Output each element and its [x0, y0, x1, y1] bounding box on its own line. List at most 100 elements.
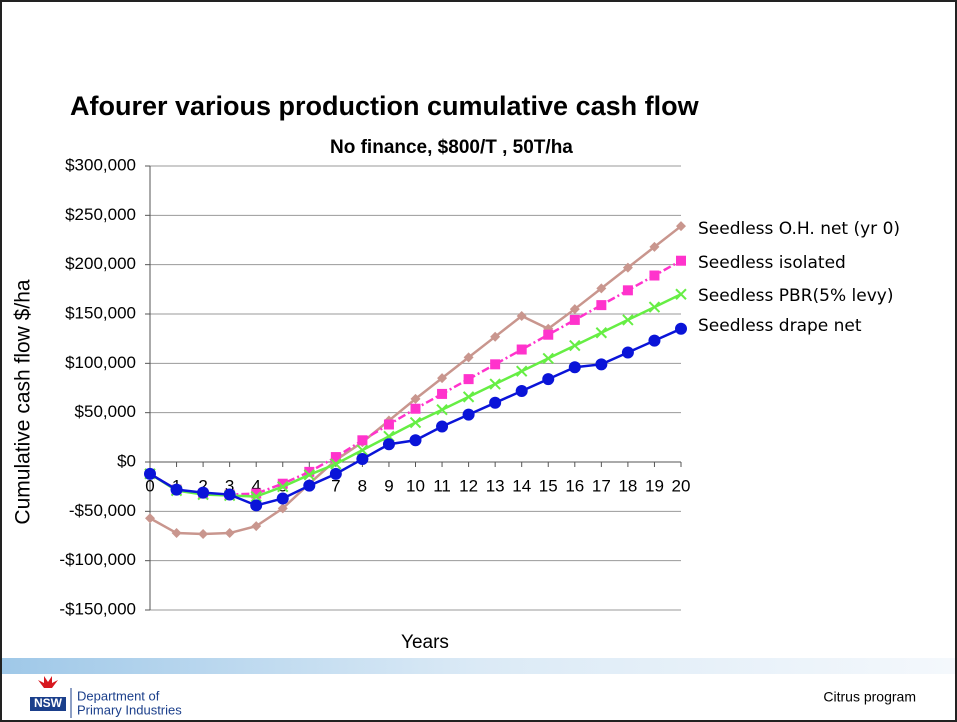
- x-tick-label: 10: [406, 476, 425, 495]
- marker: [304, 466, 315, 477]
- x-tick-label: 4: [251, 476, 260, 495]
- x-tick-label: 0: [145, 476, 154, 495]
- footer-band: [2, 658, 955, 674]
- x-tick-label: 17: [592, 476, 611, 495]
- y-tick-label: -$150,000: [59, 599, 136, 618]
- marker: [489, 396, 502, 409]
- marker: [276, 492, 289, 505]
- x-tick-label: 16: [565, 476, 584, 495]
- marker: [436, 403, 448, 416]
- x-axis-label: Years: [401, 632, 449, 653]
- marker: [144, 467, 156, 480]
- marker: [622, 285, 633, 296]
- x-tick-label: 9: [384, 476, 393, 495]
- marker: [145, 513, 155, 524]
- marker: [676, 221, 686, 232]
- x-tick-label: 2: [198, 476, 207, 495]
- logo-flower: [38, 676, 58, 688]
- legend-label: Seedless O.H. net (yr 0): [698, 219, 900, 239]
- logo-text: NSW: [34, 696, 63, 710]
- marker: [330, 458, 342, 470]
- x-tick-label: 8: [358, 476, 367, 495]
- x-tick-label: 12: [459, 476, 478, 495]
- marker: [409, 416, 422, 429]
- marker: [303, 469, 316, 481]
- logo-box: [30, 697, 66, 711]
- marker: [250, 490, 262, 503]
- marker: [223, 488, 236, 501]
- chart-subtitle: No finance, $800/T , 50T/ha: [330, 137, 573, 158]
- marker: [516, 344, 527, 355]
- y-tick-label: $250,000: [65, 205, 136, 224]
- legend-label: Seedless PBR(5% levy): [698, 286, 893, 306]
- y-tick-label: -$100,000: [59, 550, 136, 569]
- marker: [622, 262, 633, 273]
- y-tick-label: $200,000: [65, 254, 136, 273]
- marker: [648, 334, 661, 347]
- org-name: Department of: [77, 688, 160, 703]
- marker: [463, 352, 474, 363]
- marker: [170, 483, 183, 496]
- marker: [250, 499, 263, 512]
- y-tick-label: $50,000: [75, 402, 136, 421]
- marker: [648, 301, 661, 313]
- marker: [516, 310, 527, 321]
- marker: [622, 314, 634, 326]
- x-tick-label: 14: [512, 476, 531, 495]
- marker: [197, 486, 210, 499]
- marker: [595, 327, 608, 339]
- logo: NSW: [30, 676, 66, 711]
- series: [144, 288, 687, 503]
- x-tick-label: 20: [672, 476, 691, 495]
- marker: [356, 444, 369, 456]
- marker: [383, 419, 394, 430]
- marker: [409, 434, 422, 447]
- marker: [490, 331, 501, 342]
- marker: [277, 478, 288, 489]
- marker: [649, 270, 660, 281]
- marker: [649, 241, 660, 252]
- y-tick-label: $100,000: [65, 353, 136, 372]
- marker: [330, 452, 341, 463]
- marker: [568, 361, 581, 374]
- marker: [542, 352, 554, 365]
- legend-label: Seedless isolated: [698, 253, 846, 273]
- marker: [489, 378, 501, 390]
- x-tick-label: 15: [539, 476, 558, 495]
- marker: [621, 346, 634, 359]
- y-axis-label: Cumulative cash flow $/ha: [12, 279, 35, 524]
- marker: [515, 365, 528, 377]
- marker: [171, 528, 182, 539]
- marker: [543, 329, 554, 340]
- marker: [224, 528, 235, 539]
- marker: [596, 300, 607, 311]
- marker: [410, 403, 421, 414]
- marker: [569, 314, 580, 325]
- legend-label: Seedless drape net: [698, 316, 862, 336]
- x-tick-label: 13: [486, 476, 505, 495]
- x-tick-label: 3: [225, 476, 234, 495]
- marker: [437, 373, 448, 384]
- x-tick-label: 11: [433, 476, 451, 495]
- marker: [490, 359, 501, 370]
- marker: [382, 438, 395, 451]
- x-tick-label: 19: [645, 476, 664, 495]
- marker: [329, 467, 342, 480]
- marker: [357, 435, 368, 446]
- marker: [462, 408, 475, 421]
- marker: [198, 529, 209, 540]
- marker: [569, 339, 581, 352]
- org-name: Primary Industries: [77, 702, 182, 717]
- marker: [675, 322, 687, 335]
- marker: [410, 393, 421, 404]
- y-tick-label: $300,000: [65, 155, 136, 174]
- marker: [251, 488, 262, 499]
- marker: [675, 288, 687, 300]
- marker: [595, 358, 608, 371]
- x-tick-label: 7: [331, 476, 340, 495]
- series: [144, 322, 687, 512]
- marker: [463, 374, 474, 385]
- marker: [437, 388, 448, 399]
